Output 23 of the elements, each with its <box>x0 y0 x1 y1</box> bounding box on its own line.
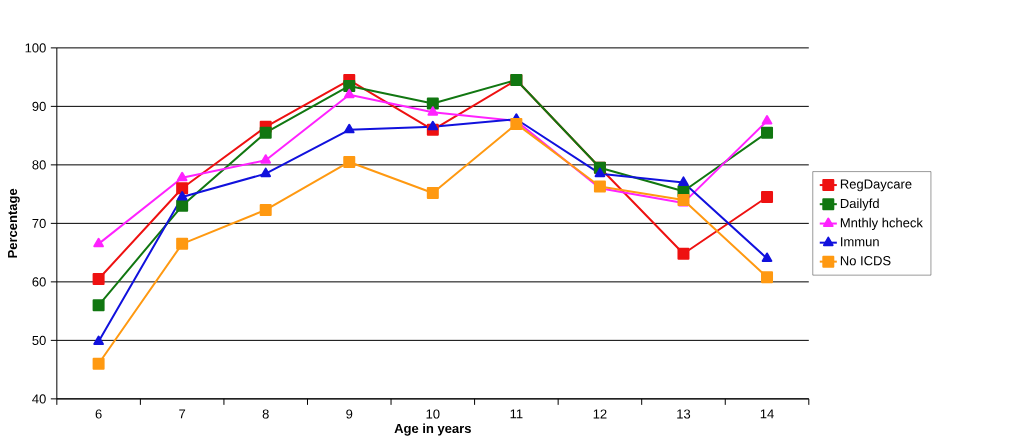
legend-label: Immun <box>841 237 879 247</box>
y-tick-label: 60 <box>32 277 46 287</box>
y-tick-label: 80 <box>32 160 46 170</box>
y-tick-label: 100 <box>25 43 46 53</box>
legend-label: No ICDS <box>840 256 891 266</box>
legend-label: RegDaycare <box>840 179 912 192</box>
y-tick-label: 90 <box>32 101 46 111</box>
legend-label: Mnthly hcheck <box>840 217 923 230</box>
x-tick-label: 14 <box>760 409 774 419</box>
x-tick-label: 11 <box>510 409 523 419</box>
x-tick-label: 12 <box>593 409 607 419</box>
x-axis-title: Age in years <box>394 423 471 436</box>
x-tick-label: 9 <box>346 409 353 419</box>
y-tick-label: 50 <box>32 335 46 345</box>
y-axis-title: Percentage <box>8 188 20 258</box>
y-tick-label: 40 <box>32 394 46 404</box>
legend-label: Dailyfd <box>840 198 879 211</box>
x-tick-label: 10 <box>426 409 440 419</box>
x-tick-label: 6 <box>95 409 102 419</box>
x-tick-label: 8 <box>262 409 269 419</box>
y-tick-label: 70 <box>32 218 46 228</box>
x-tick-label: 13 <box>677 409 691 419</box>
x-tick-label: 7 <box>179 409 186 419</box>
